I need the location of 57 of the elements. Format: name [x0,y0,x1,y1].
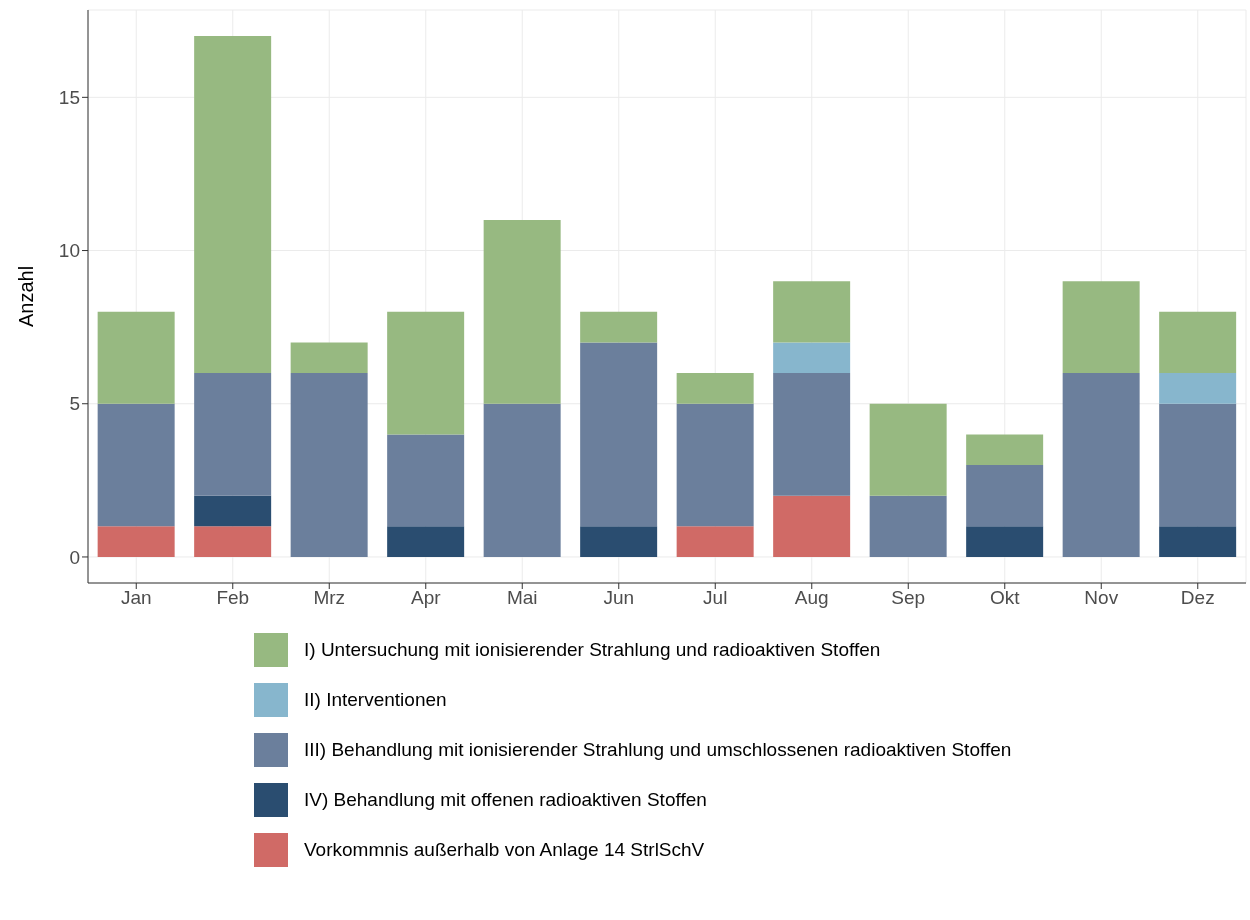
bar [1159,403,1237,527]
bar [483,403,561,557]
x-tick-label: Aug [794,587,829,609]
bar [290,342,368,374]
x-tick-label: Mai [506,587,538,609]
legend-label: III) Behandlung mit ionisierender Strahlung und umschlossenen radioaktiven Stoffen [304,739,1012,761]
bar [97,526,175,557]
bar [580,311,658,343]
bar [773,281,851,343]
bar [869,403,947,496]
bar [1062,281,1140,374]
y-tick-label: 10 [58,240,80,262]
x-tick-label: Okt [989,587,1021,609]
bar [966,526,1044,557]
bar [580,342,658,527]
bar [194,526,272,557]
x-tick-label: Sep [891,587,926,609]
bar [1159,526,1237,557]
bar [773,373,851,496]
bar [1062,373,1140,557]
x-tick-label: Mrz [313,587,346,609]
legend-label: Vorkommnis außerhalb von Anlage 14 StrlSchV [304,839,705,861]
bar [869,495,947,557]
bar [97,311,175,404]
bar [97,403,175,527]
bar [194,373,272,496]
bar [387,311,465,435]
bar [773,495,851,557]
bar [773,342,851,374]
x-tick-label: Apr [410,587,442,609]
bar [1159,373,1237,404]
legend-label: II) Interventionen [304,689,447,711]
bar [676,526,754,557]
legend-label: IV) Behandlung mit offenen radioaktiven Stoffen [304,789,707,811]
bar [483,219,561,404]
x-tick-label: Jun [603,587,635,609]
y-tick-label: 0 [69,546,80,568]
legend-label: I) Untersuchung mit ionisierender Strahlung und radioaktiven Stoffen [304,639,881,661]
x-tick-label: Nov [1084,587,1119,609]
y-axis-title: Anzahl [15,265,38,328]
bar [194,495,272,527]
y-tick-label: 15 [58,87,80,109]
bar [676,373,754,404]
x-tick-label: Jul [703,587,728,609]
bar [580,526,658,557]
bar [676,403,754,527]
bar [194,36,272,374]
bar [387,434,465,527]
x-tick-label: Feb [216,587,250,609]
x-tick-label: Jan [120,587,152,609]
bar [387,526,465,557]
bar [290,373,368,557]
y-tick-label: 5 [69,393,80,415]
bar [1159,311,1237,374]
x-tick-label: Dez [1180,587,1215,609]
bar [966,465,1044,527]
bar [966,434,1044,466]
